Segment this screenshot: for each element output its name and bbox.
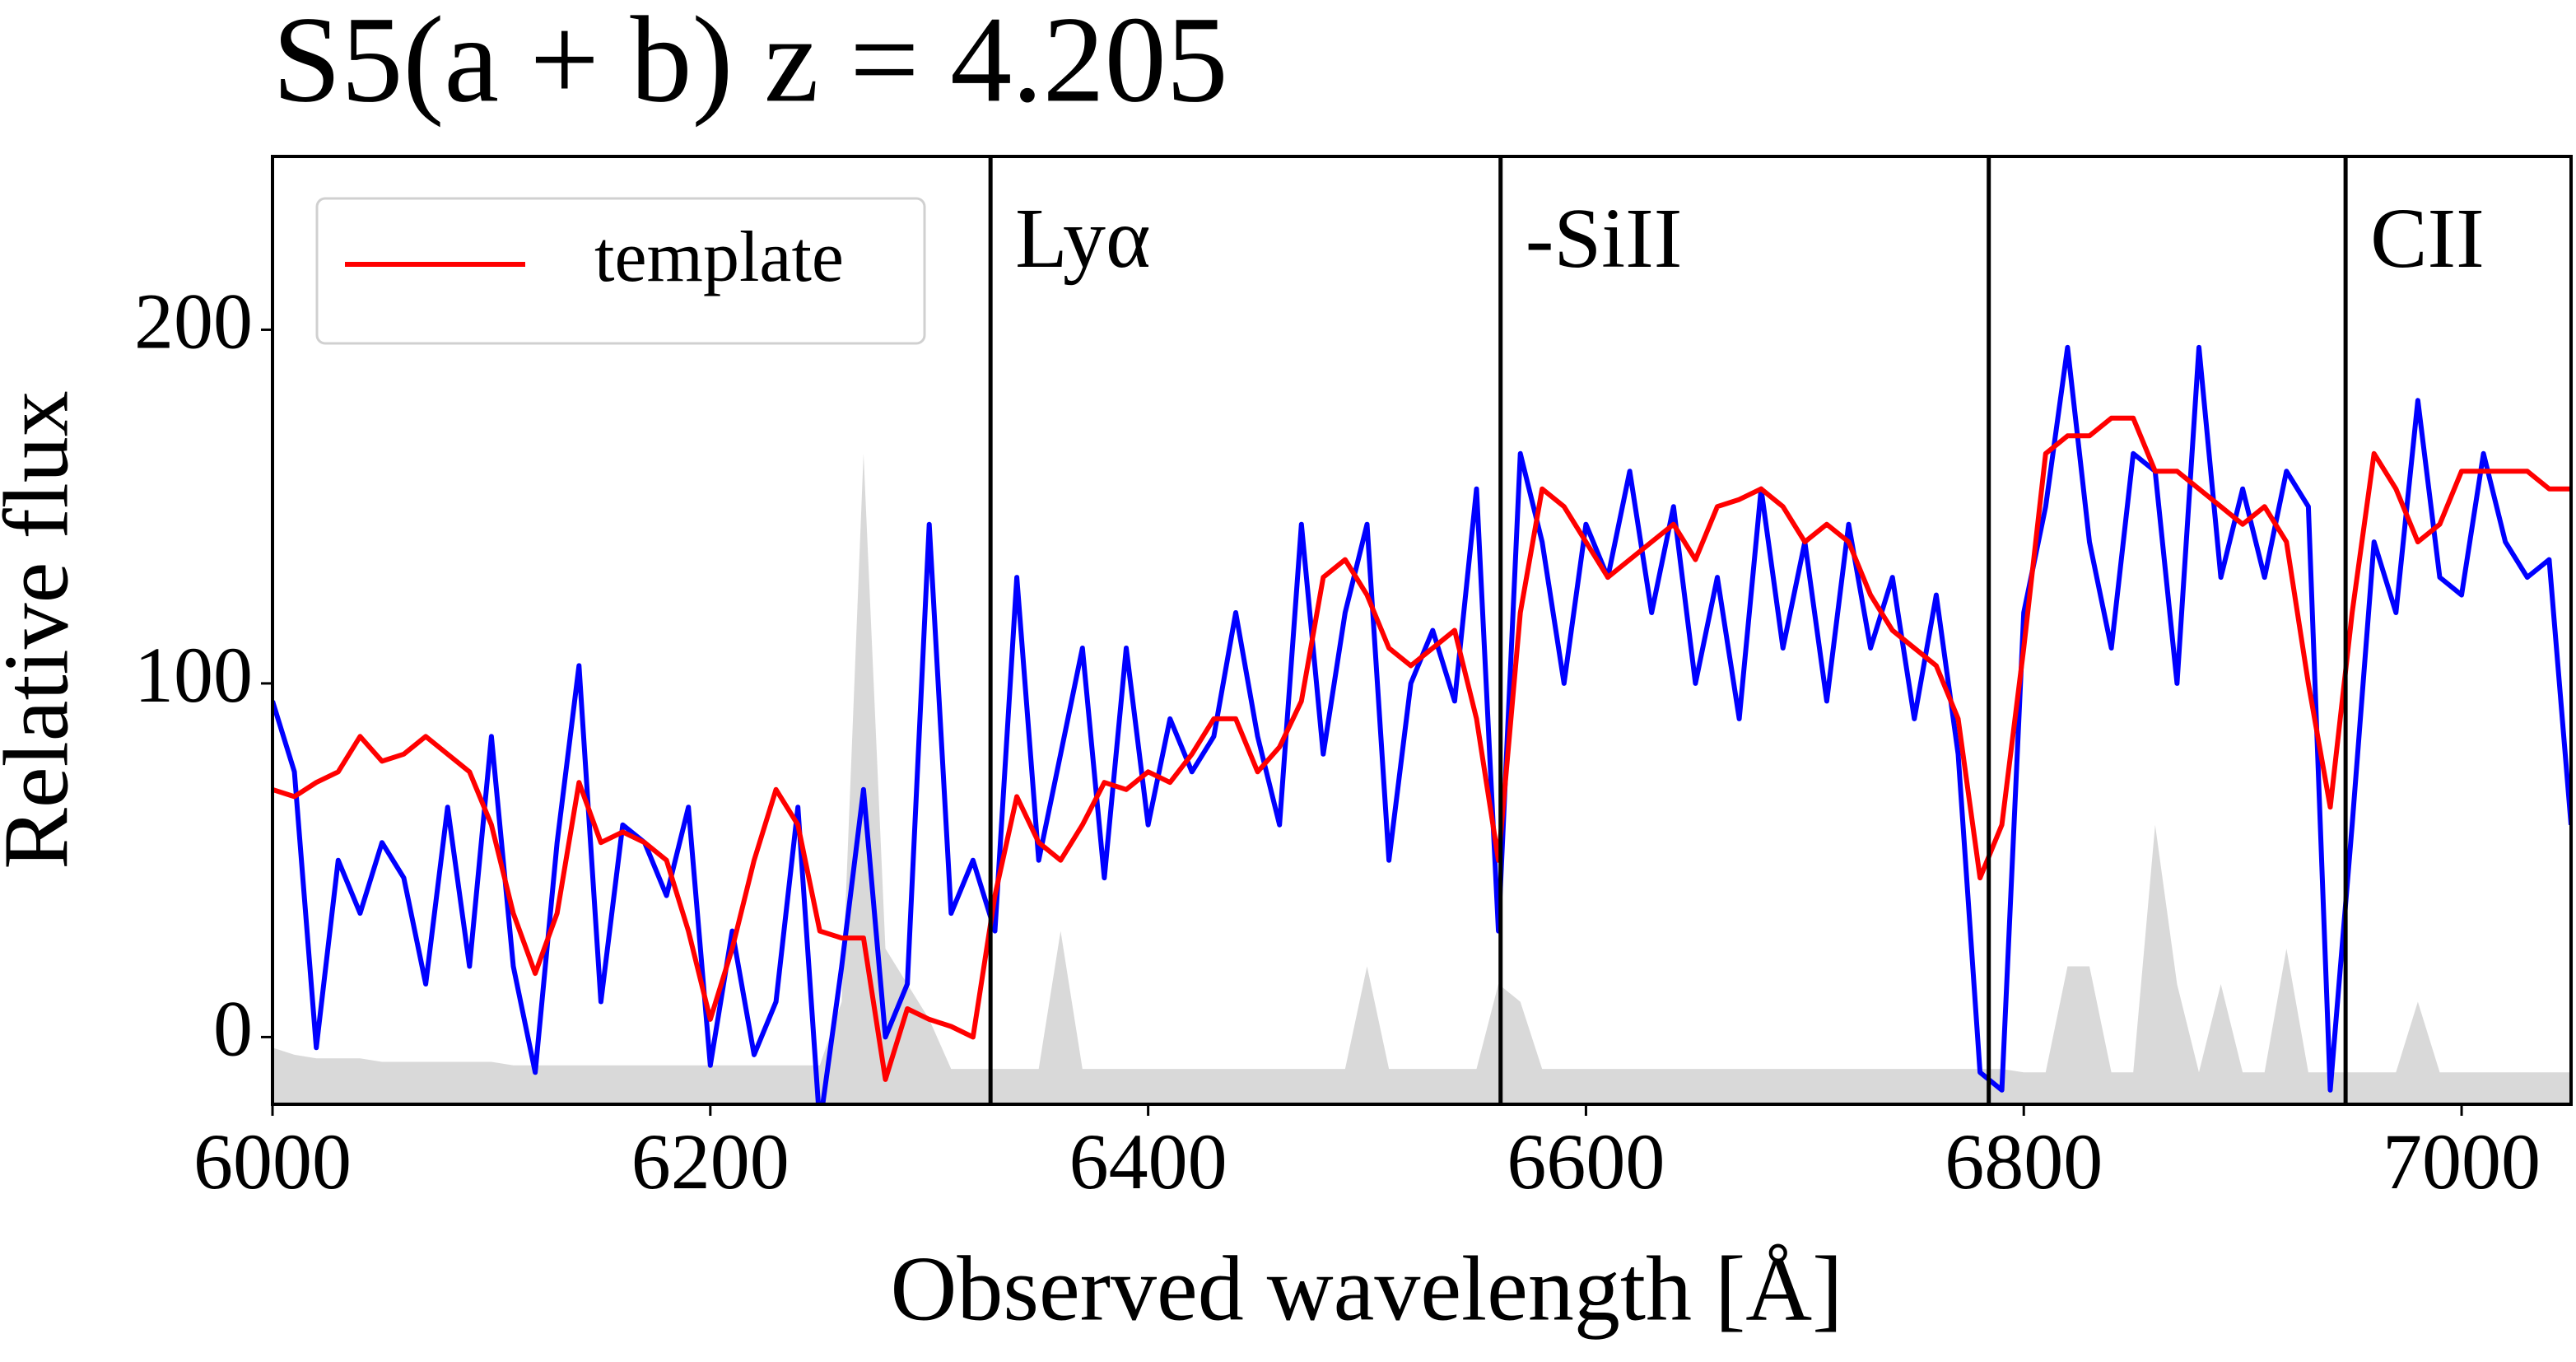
- line-label: Lyα: [1015, 191, 1150, 286]
- x-axis-label: Observed wavelength [Å]: [891, 1238, 1843, 1341]
- y-tick-label: 200: [134, 277, 253, 365]
- y-axis-label: Relative flux: [0, 390, 88, 870]
- x-tick-label: 6000: [193, 1117, 352, 1206]
- x-tick-label: 6800: [1945, 1117, 2103, 1206]
- y-tick-label: 100: [134, 631, 253, 719]
- overlay: Lyα -SiII CII 6000 6200 6400 6600 6800 7000 0 100 2…: [134, 155, 2573, 1206]
- x-tick-label: 6400: [1069, 1117, 1227, 1206]
- legend-label: template: [594, 217, 844, 297]
- spectrum-line: [273, 415, 2571, 1082]
- x-tick-label: 6600: [1507, 1117, 1665, 1206]
- x-tick-label: 7000: [2383, 1117, 2541, 1206]
- y-tick-label: 0: [213, 984, 253, 1072]
- plot-area: [273, 344, 2571, 1104]
- axes-frame: [271, 155, 2573, 1106]
- chart-title: S5(a + b) z = 4.205: [273, 0, 1228, 128]
- line-label: -SiII: [1526, 191, 1683, 286]
- legend-box: [315, 197, 926, 345]
- line-label: CII: [2370, 191, 2485, 286]
- x-tick-label: 6200: [631, 1117, 790, 1206]
